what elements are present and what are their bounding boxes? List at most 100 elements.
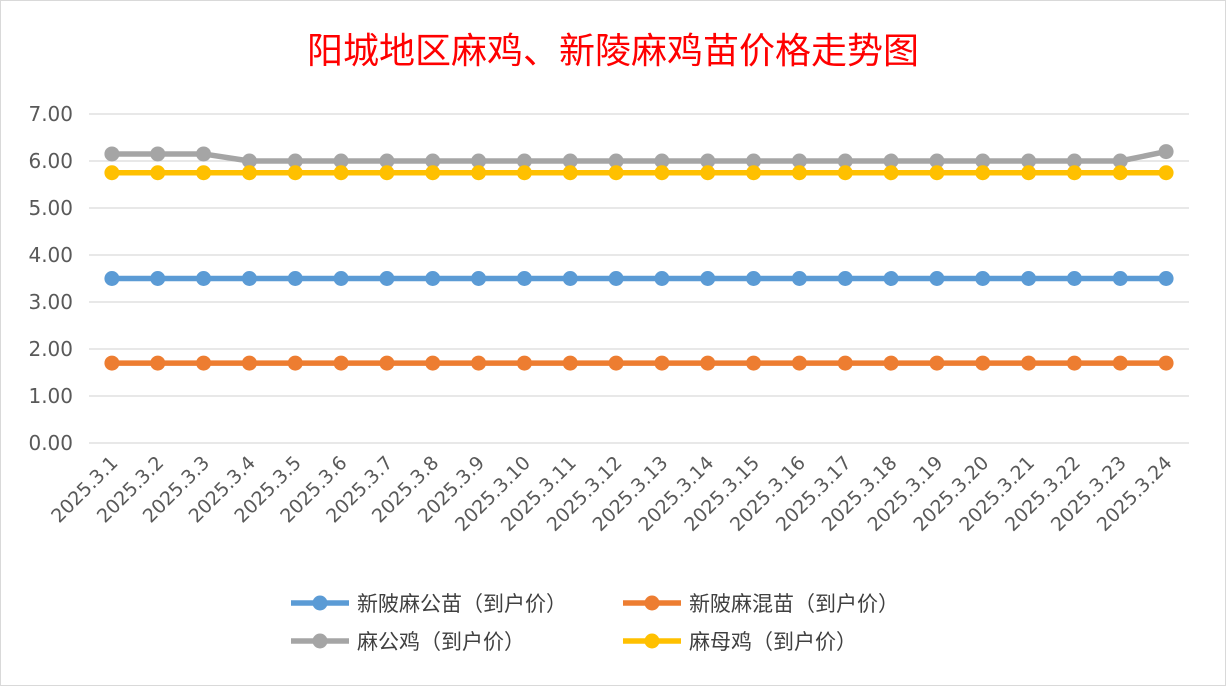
series-0 [104,271,1174,286]
data-point [1158,271,1174,286]
y-tick-label: 4.00 [28,243,73,267]
data-point [516,355,532,371]
data-point [516,153,532,169]
data-point [929,165,945,181]
data-point [746,271,762,286]
data-point [883,355,899,371]
data-point [1112,271,1128,286]
data-point [746,165,762,181]
data-point [1158,165,1174,181]
data-point [196,165,212,181]
legend-label: 麻母鸡（到户价） [689,630,857,654]
series-2 [104,144,1174,169]
data-point [929,271,945,286]
data-point [150,355,166,371]
data-point [608,271,624,286]
data-point [104,146,120,162]
data-point [471,355,487,371]
y-tick-label: 6.00 [28,149,73,173]
data-point [837,271,853,286]
legend-marker [312,633,328,649]
series-1 [104,355,1174,371]
data-point [562,165,578,181]
data-point [241,165,257,181]
data-point [654,355,670,371]
y-tick-label: 1.00 [28,384,73,408]
data-point [1066,355,1082,371]
data-point [883,165,899,181]
legend-marker [312,595,328,611]
data-point [379,355,395,371]
data-point [333,355,349,371]
data-point [1112,355,1128,371]
data-point [471,153,487,169]
legend-label: 新陂麻混苗（到户价） [689,592,899,616]
data-point [746,153,762,169]
data-point [562,153,578,169]
data-point [287,355,303,371]
data-point [1158,144,1174,160]
data-point [241,153,257,169]
data-point [104,355,120,371]
y-tick-label: 3.00 [28,290,73,314]
data-point [1066,271,1082,286]
data-point [196,355,212,371]
data-point [287,153,303,169]
data-point [929,355,945,371]
data-point [150,271,166,286]
data-point [333,165,349,181]
y-axis-ticks: 0.00 1.00 2.00 3.00 4.00 5.00 6.00 7.00 [28,102,73,455]
data-point [883,271,899,286]
data-point [379,165,395,181]
data-point [791,153,807,169]
data-point [654,165,670,181]
data-point [562,355,578,371]
data-point [104,271,120,286]
data-point [837,355,853,371]
legend-item: 新陂麻公苗（到户价） [291,592,567,616]
data-point [654,271,670,286]
data-point [196,146,212,162]
legend-marker [644,595,660,611]
data-point [333,153,349,169]
data-point [1158,355,1174,371]
legend-item: 麻母鸡（到户价） [623,630,857,654]
data-point [379,153,395,169]
data-point [241,271,257,286]
data-point [837,165,853,181]
data-point [425,271,441,286]
data-point [608,153,624,169]
data-point [746,355,762,371]
data-point [150,146,166,162]
data-point [241,355,257,371]
data-point [883,153,899,169]
y-tick-label: 7.00 [28,102,73,126]
data-point [562,271,578,286]
chart-title: 阳城地区麻鸡、新陵麻鸡苗价格走势图 [307,31,919,72]
data-point [700,165,716,181]
data-point [929,153,945,169]
data-point [700,355,716,371]
data-point [837,153,853,169]
series-3 [104,165,1174,181]
data-point [104,165,120,181]
legend: 新陂麻公苗（到户价） 新陂麻混苗（到户价） 麻公鸡（到户价） 麻母鸡（到户价） [291,592,899,654]
data-point [196,271,212,286]
data-point [471,165,487,181]
legend-item: 新陂麻混苗（到户价） [623,592,899,616]
data-point [425,153,441,169]
data-point [975,271,991,286]
legend-label: 新陂麻公苗（到户价） [357,592,567,616]
y-tick-label: 2.00 [28,337,73,361]
data-point [1112,153,1128,169]
data-point [379,271,395,286]
legend-marker [644,633,660,649]
data-point [150,165,166,181]
x-axis-ticks: 2025.3.12025.3.22025.3.32025.3.42025.3.5… [47,452,1177,536]
data-point [1021,153,1037,169]
data-point [608,355,624,371]
series-group [104,144,1174,371]
legend-item: 麻公鸡（到户价） [291,630,525,654]
data-point [975,153,991,169]
data-point [1066,165,1082,181]
